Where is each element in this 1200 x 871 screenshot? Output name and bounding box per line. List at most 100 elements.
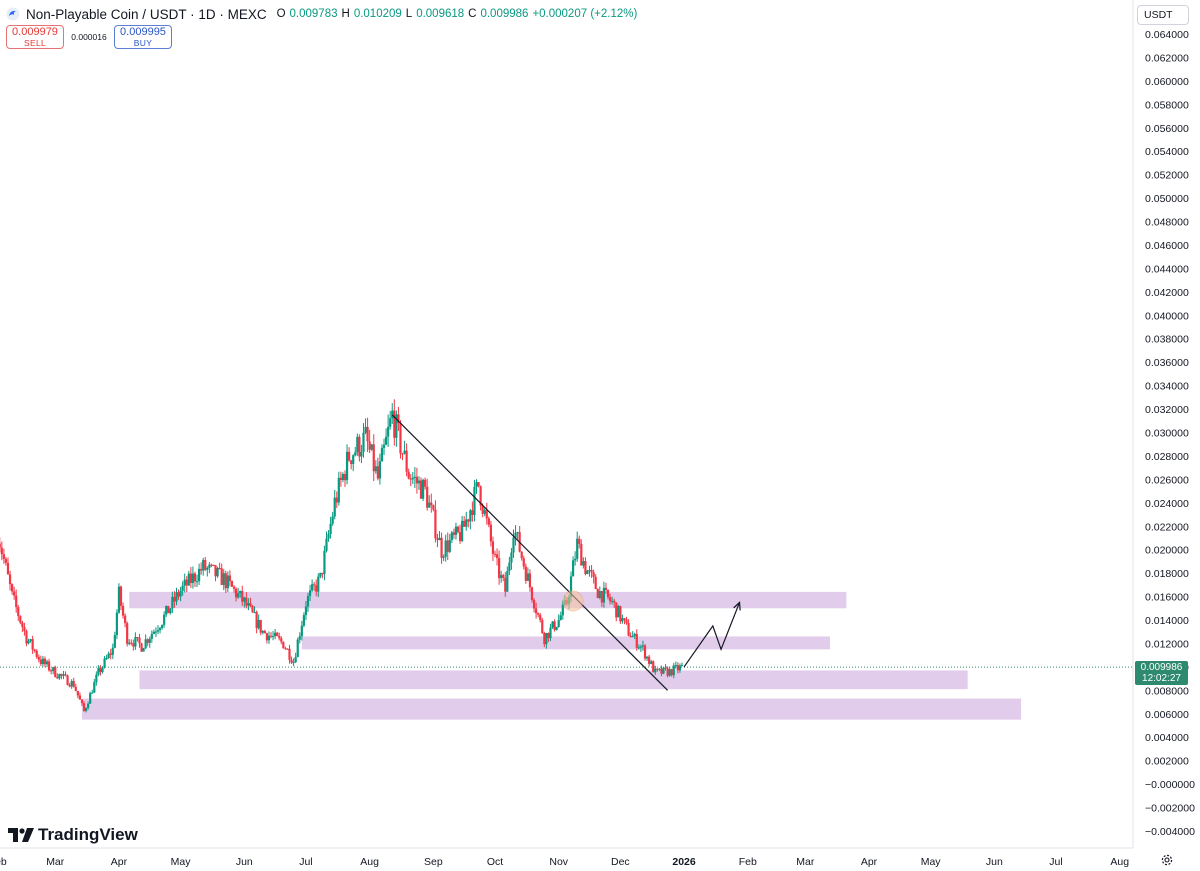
candle-body	[195, 581, 199, 583]
candle-body	[442, 556, 445, 558]
sell-button[interactable]: 0.009979 SELL	[6, 25, 64, 49]
candle-body	[405, 450, 408, 472]
candle-body	[33, 649, 36, 651]
candle-body	[415, 476, 419, 484]
candle-body	[296, 639, 299, 658]
coin-logo-icon	[6, 7, 20, 21]
tradingview-wordmark: TradingView	[38, 825, 138, 844]
candle-body	[498, 558, 501, 579]
last-price-label: 0.009986 12:02:27	[1135, 661, 1188, 685]
candle-body	[541, 620, 544, 633]
candle-body	[500, 575, 503, 579]
candle-body	[148, 638, 151, 643]
candle-body	[121, 605, 125, 616]
candle-body	[629, 635, 632, 638]
currency-selector[interactable]: USDT	[1137, 5, 1189, 25]
candle-body	[658, 668, 661, 670]
candle-body	[47, 661, 51, 671]
candle-body	[639, 646, 643, 648]
candle-body	[89, 693, 92, 704]
candle-body	[311, 584, 314, 591]
candle-body	[50, 670, 53, 672]
candle-body	[56, 677, 59, 679]
candle-body	[269, 635, 273, 637]
candle-body	[670, 669, 673, 676]
symbol-title[interactable]: Non-Playable Coin / USDT · 1D · MEXC	[26, 6, 267, 22]
buy-button[interactable]: 0.009995 BUY	[114, 25, 172, 49]
candle-body	[253, 612, 256, 614]
candle-body	[156, 630, 160, 632]
candle-body	[107, 653, 110, 659]
candle-body	[52, 667, 55, 672]
candle-body	[534, 608, 538, 614]
candle-body	[128, 642, 131, 644]
candle-body	[249, 603, 252, 606]
candle-body	[621, 618, 624, 622]
candle-body	[119, 586, 123, 606]
candle-body	[210, 564, 213, 566]
candle-body	[508, 562, 511, 571]
y-tick-label: 0.008000	[1145, 685, 1189, 697]
candle-body	[672, 665, 675, 676]
candle-body	[454, 526, 458, 535]
candle-body	[368, 441, 371, 450]
breakout-marker	[562, 590, 584, 612]
x-tick-label: Jun	[236, 856, 253, 868]
candle-body	[25, 630, 28, 644]
candle-body	[360, 451, 363, 457]
candle-body	[76, 690, 79, 696]
ohlc-low-value: 0.009618	[416, 8, 465, 20]
y-tick-label: −0.000000	[1145, 779, 1195, 791]
candle-body	[654, 668, 657, 673]
candle-body	[643, 645, 647, 659]
bar-countdown: 12:02:27	[1142, 673, 1181, 684]
candle-body	[467, 519, 470, 522]
candle-body	[452, 532, 456, 535]
tradingview-logo[interactable]: TradingView	[8, 825, 138, 845]
candle-body	[4, 558, 8, 563]
candle-body	[582, 561, 585, 566]
candle-body	[676, 665, 679, 671]
ohlc-high-label: H	[341, 8, 350, 20]
candle-body	[514, 532, 517, 538]
candle-body	[652, 661, 655, 673]
y-tick-label: 0.056000	[1145, 123, 1189, 135]
sell-label: SELL	[24, 38, 46, 48]
candle-body	[333, 497, 336, 517]
candle-body	[555, 626, 558, 630]
candle-body	[576, 538, 579, 559]
ohlc-close-value: 0.009986	[480, 8, 529, 20]
candle-body	[611, 600, 614, 602]
candle-body	[641, 645, 645, 647]
candle-body	[45, 661, 49, 665]
candle-body	[434, 509, 437, 539]
candle-body	[228, 575, 232, 582]
candle-body	[169, 608, 172, 614]
candle-body	[395, 414, 398, 438]
candle-body	[31, 639, 34, 650]
candle-body	[347, 451, 351, 461]
chart-header: Non-Playable Coin / USDT · 1D · MEXC O 0.…	[6, 5, 637, 23]
candle-body	[551, 621, 554, 628]
candle-body	[633, 633, 636, 636]
candle-body	[512, 537, 515, 553]
y-tick-label: 0.044000	[1145, 263, 1189, 275]
candle-body	[543, 632, 546, 645]
candle-body	[15, 595, 18, 608]
candle-body	[450, 532, 453, 541]
candle-body	[222, 573, 225, 585]
candle-body	[304, 606, 308, 616]
candle-body	[635, 633, 638, 648]
candle-body	[584, 561, 587, 575]
y-tick-label: 0.020000	[1145, 545, 1189, 557]
candle-body	[569, 576, 573, 597]
gear-icon[interactable]	[1160, 853, 1174, 867]
x-tick-label: Jul	[1049, 856, 1062, 868]
candle-body	[578, 538, 581, 545]
candle-body	[187, 573, 190, 586]
candle-body	[493, 553, 497, 555]
candle-body	[179, 590, 182, 597]
candle-body	[29, 639, 32, 641]
candle-body	[35, 650, 38, 657]
